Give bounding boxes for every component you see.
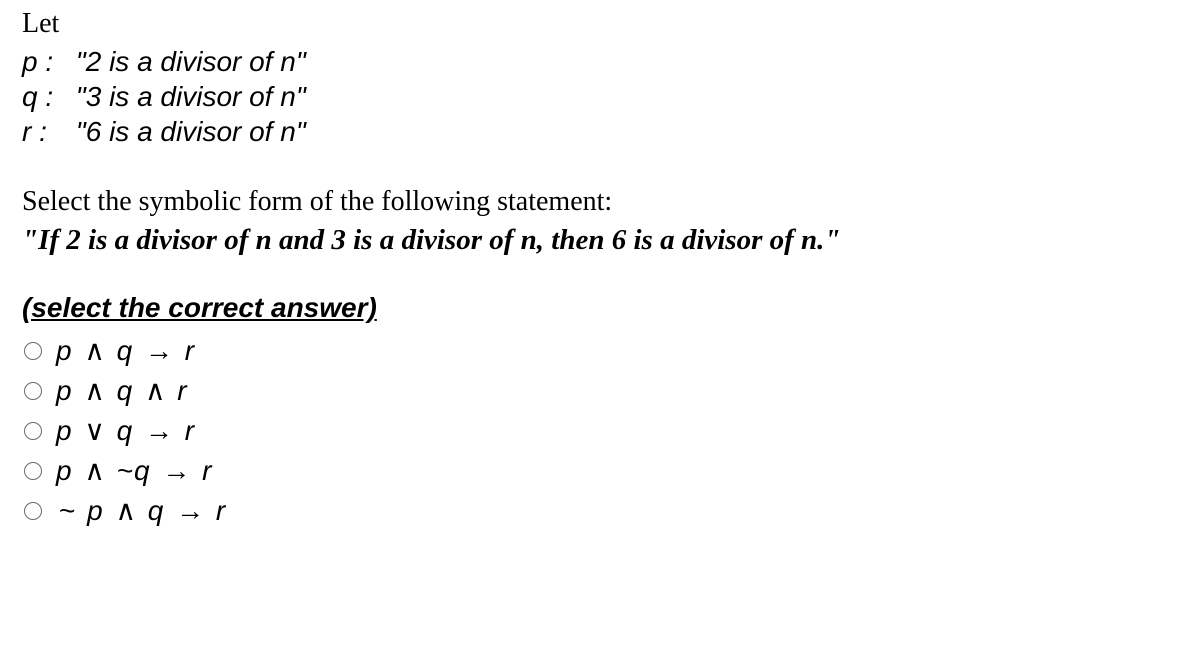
definition-p-text: "2 is a divisor of n" xyxy=(76,46,306,77)
option-5[interactable]: ~ p ∧ q → r xyxy=(22,491,1200,531)
radio-icon[interactable] xyxy=(24,422,42,440)
definition-r: r : "6 is a divisor of n" xyxy=(22,114,1200,149)
select-answer-header: (select the correct answer) xyxy=(22,290,1200,326)
definition-r-var: r : xyxy=(22,114,68,149)
prompt-line-2: "If 2 is a divisor of n and 3 is a divis… xyxy=(22,221,1200,260)
definition-q: q : "3 is a divisor of n" xyxy=(22,79,1200,114)
option-5-expression: ~ p ∧ q → r xyxy=(56,493,226,529)
radio-icon[interactable] xyxy=(24,382,42,400)
definition-p: p : "2 is a divisor of n" xyxy=(22,44,1200,79)
radio-icon[interactable] xyxy=(24,342,42,360)
prompt-block: Select the symbolic form of the followin… xyxy=(22,183,1200,260)
definition-p-var: p : xyxy=(22,44,68,79)
option-3[interactable]: p ∨ q → r xyxy=(22,411,1200,451)
options-list: p ∧ q → r p ∧ q ∧ r p ∨ q → xyxy=(22,331,1200,531)
definition-r-text: "6 is a divisor of n" xyxy=(76,116,306,147)
definition-q-var: q : xyxy=(22,79,68,114)
option-4[interactable]: p ∧ ~q → r xyxy=(22,451,1200,491)
option-4-expression: p ∧ ~q → r xyxy=(56,453,212,489)
radio-icon[interactable] xyxy=(24,462,42,480)
option-2-expression: p ∧ q ∧ r xyxy=(56,373,188,409)
intro-let: Let xyxy=(22,6,1200,42)
question-page: Let p : "2 is a divisor of n" q : "3 is … xyxy=(0,0,1200,531)
option-2[interactable]: p ∧ q ∧ r xyxy=(22,371,1200,411)
prompt-line-1: Select the symbolic form of the followin… xyxy=(22,183,1200,221)
option-3-expression: p ∨ q → r xyxy=(56,413,195,449)
definitions-block: p : "2 is a divisor of n" q : "3 is a di… xyxy=(22,44,1200,149)
option-1-expression: p ∧ q → r xyxy=(56,333,195,369)
option-1[interactable]: p ∧ q → r xyxy=(22,331,1200,371)
radio-icon[interactable] xyxy=(24,502,42,520)
definition-q-text: "3 is a divisor of n" xyxy=(76,81,306,112)
